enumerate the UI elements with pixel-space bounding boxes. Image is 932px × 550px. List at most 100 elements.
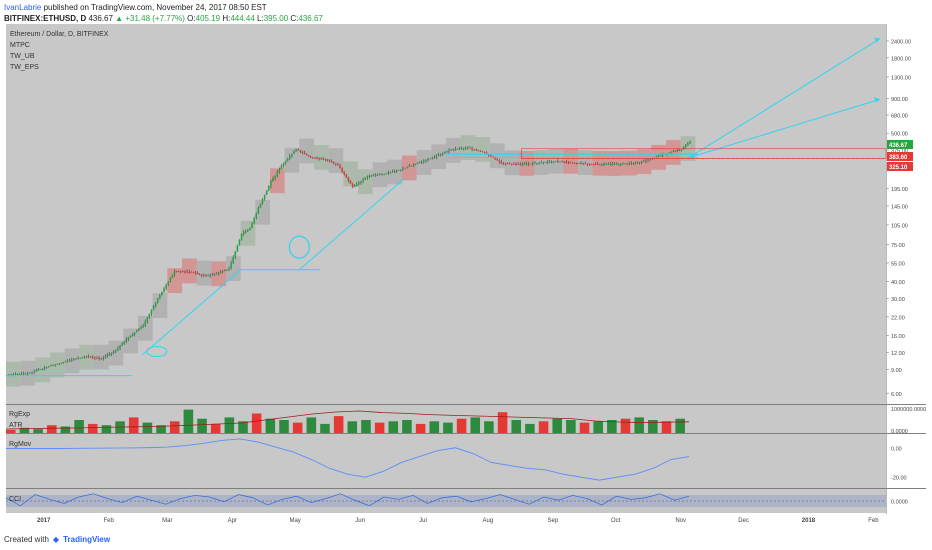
candle-body	[563, 161, 566, 163]
candle-body	[83, 357, 86, 358]
candle-body	[557, 161, 559, 163]
candle-body	[410, 165, 413, 167]
candle-body	[559, 161, 561, 163]
candle-body	[576, 163, 578, 164]
y-tick-label: 0.00	[891, 446, 902, 452]
low-value: 395.00	[263, 14, 289, 23]
y-tick-label: 105.00	[891, 223, 908, 229]
candle-body	[418, 162, 421, 164]
candle-body	[339, 165, 341, 169]
x-tick-label: Dec	[738, 518, 749, 524]
y-tick-label: 1300.00	[891, 75, 911, 81]
tradingview-link[interactable]: TradingView	[63, 535, 111, 544]
volume-bar	[333, 416, 344, 433]
candle-body	[240, 234, 243, 240]
candle-body	[490, 155, 492, 157]
last-price: 436.67	[88, 14, 113, 23]
candle-body	[217, 272, 220, 274]
candle-body	[209, 275, 211, 276]
candle-body	[362, 179, 364, 181]
tradingview-icon: ◆	[52, 535, 60, 544]
candle-body	[182, 271, 184, 273]
volume-bar	[634, 417, 644, 433]
candle-body	[603, 164, 605, 165]
candle-body	[674, 150, 677, 152]
candle-body	[500, 161, 503, 164]
candle-body	[280, 166, 283, 170]
volume-bar	[101, 425, 112, 433]
candle-body	[224, 270, 226, 272]
candle-body	[464, 147, 467, 149]
author-link[interactable]: IvanLabrie	[4, 3, 42, 12]
x-tick-label: Jul	[419, 518, 427, 524]
candle-body	[190, 272, 193, 273]
candle-body	[643, 160, 645, 162]
candle-body	[324, 159, 327, 160]
candle-body	[678, 149, 681, 151]
candle-body	[645, 160, 647, 161]
candle-body	[89, 356, 92, 358]
y-tick-label: 0.0000	[891, 429, 908, 435]
x-tick-label: Apr	[228, 518, 237, 524]
candle-body	[96, 357, 98, 359]
candle-body	[437, 154, 440, 156]
candle-body	[613, 164, 616, 165]
candle-body	[198, 273, 201, 275]
candle-body	[10, 374, 12, 376]
candle-body	[347, 177, 350, 181]
candle-body	[265, 190, 268, 195]
candle-body	[24, 373, 27, 375]
volume-bar	[60, 426, 71, 433]
candle-body	[408, 166, 410, 168]
created-with: Created with	[4, 535, 49, 544]
zone-box	[167, 268, 182, 294]
volume-bar	[484, 421, 494, 433]
candle-body	[515, 163, 517, 165]
x-tick-label: Feb	[103, 518, 114, 524]
candle-body	[676, 150, 679, 152]
candle-body	[58, 363, 61, 365]
indicator-label: TW_EPS	[10, 64, 39, 71]
candle-body	[670, 151, 672, 153]
candle-body	[92, 357, 94, 358]
candle-body	[253, 217, 255, 223]
candle-body	[467, 147, 469, 149]
candle-body	[186, 271, 188, 273]
candle-body	[171, 274, 174, 278]
candle-body	[536, 163, 538, 164]
candle-body	[81, 357, 84, 359]
candle-body	[385, 173, 387, 175]
open-value: 405.19	[195, 14, 221, 23]
volume-bar	[579, 422, 590, 433]
cci-line	[5, 493, 690, 507]
candle-body	[284, 160, 287, 164]
candle-body	[565, 162, 568, 163]
candle-body	[244, 230, 247, 233]
candle-body	[249, 227, 251, 230]
candle-body	[479, 150, 482, 152]
volume-bar	[675, 418, 685, 433]
candle-body	[540, 162, 542, 164]
candle-body	[527, 163, 530, 165]
candle-body	[22, 373, 25, 375]
close-value: 436.67	[298, 14, 323, 23]
volume-bar	[429, 421, 440, 433]
candle-body	[104, 356, 107, 358]
candle-body	[446, 151, 448, 153]
candle-body	[117, 348, 119, 351]
candle-body	[343, 171, 346, 175]
candle-body	[288, 156, 291, 159]
candle-body	[131, 334, 134, 336]
atr-title: ATR	[9, 422, 22, 429]
y-tick-label: 12.00	[891, 351, 905, 357]
price-chart[interactable]: 2400.00 1800.00 1300.00 900.00 680.00 500.00 3…	[0, 0, 932, 535]
zone-box	[284, 147, 300, 173]
candle-body	[485, 152, 488, 154]
candle-body	[257, 208, 260, 213]
candle-body	[215, 273, 218, 275]
zone-box	[196, 260, 212, 286]
zone-box	[50, 352, 65, 378]
volume-bar	[607, 420, 617, 433]
candle-body	[156, 298, 159, 303]
candle-body	[144, 321, 146, 326]
